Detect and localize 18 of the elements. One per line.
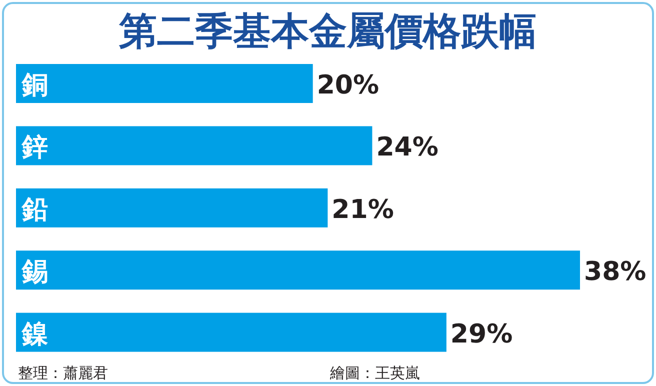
bar xyxy=(16,250,580,290)
y-tick-label: 鉛 xyxy=(21,194,48,225)
data-label: 21% xyxy=(332,194,394,225)
data-label: 20% xyxy=(316,70,380,100)
data-label: 38% xyxy=(584,257,646,288)
annotation: 整理：蕭麗君 xyxy=(18,364,108,382)
y-tick-label: 錫 xyxy=(21,257,48,288)
chart-title: 第二季基本金屬價格跌幅 xyxy=(118,9,537,53)
data-label: 29% xyxy=(450,319,513,350)
bar xyxy=(16,188,328,228)
bar xyxy=(16,64,313,103)
y-tick-label: 鋅 xyxy=(21,132,48,163)
y-tick-label: 銅 xyxy=(21,70,48,100)
bar xyxy=(16,312,446,352)
bar xyxy=(16,126,372,166)
annotation: 繪圖：王英嵐 xyxy=(329,364,420,382)
y-tick-label: 鎳 xyxy=(21,319,49,350)
data-label: 24% xyxy=(376,132,438,163)
